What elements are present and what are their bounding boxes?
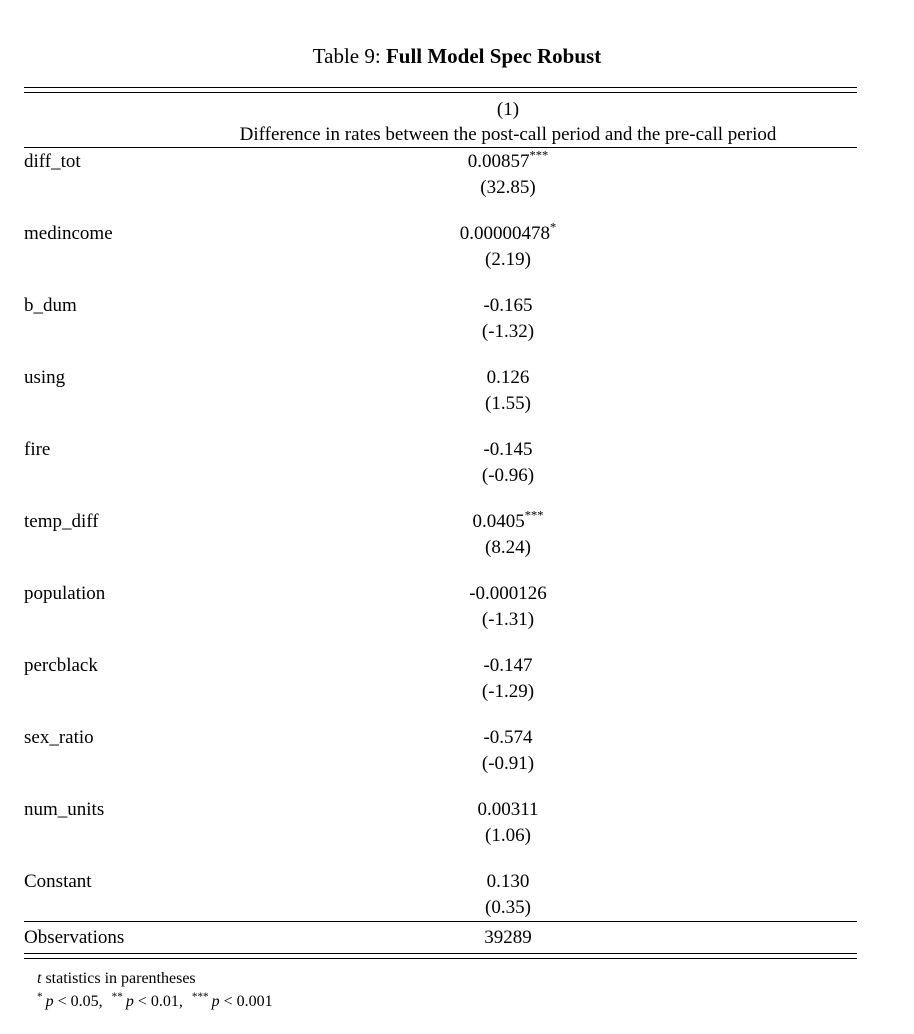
coef-row: fire -0.145 [24,437,857,463]
estimate-value: 0.0405 [472,511,525,532]
table-caption: Table 9: Full Model Spec Robust [0,0,914,68]
coef-row: medincome 0.00000478* [24,221,857,247]
coefficient-cell: -0.574 [159,725,857,751]
coef-row: population -0.000126 [24,581,857,607]
coefficient-cell: 0.126 [159,365,857,391]
coefficient-cell: 0.00311 [159,797,857,823]
tstat-row: (-1.29) [24,679,857,705]
variable-label: b_dum [24,295,77,316]
sig-level: * p < 0.05, [37,990,103,1010]
regression-table: (1) Difference in rates between the post… [24,93,857,953]
tstat-row: (1.06) [24,823,857,849]
estimate-value: 0.00311 [477,799,539,820]
tstat-row: (-1.32) [24,319,857,345]
caption-prefix: Table 9: [312,44,386,68]
variable-label: sex_ratio [24,727,94,748]
variable-label: using [24,367,66,388]
t-statistic: (-0.91) [481,753,535,774]
significance-stars: ** [111,990,123,1003]
estimate-value: -0.165 [483,295,533,316]
coef-row: b_dum -0.165 [24,293,857,319]
sig-level: *** p < 0.001 [191,990,273,1010]
coefficient-cell: 0.130 [159,869,857,895]
p-symbol: p [211,993,220,1010]
tstat-row: (2.19) [24,247,857,273]
coef-row: sex_ratio -0.574 [24,725,857,751]
coefficient-cell: -0.147 [159,653,857,679]
coef-row: using 0.126 [24,365,857,391]
estimate-value: 0.00000478 [459,223,550,244]
t-statistic: (-1.31) [481,609,535,630]
tstat-row: (-1.31) [24,607,857,633]
significance-stars: * [37,990,43,1003]
p-symbol: p [125,993,134,1010]
caption-title: Full Model Spec Robust [385,44,602,68]
significance-stars: *** [529,148,549,163]
variable-label: medincome [24,223,113,244]
tstat-row: (32.85) [24,175,857,201]
coefficient-cell: -0.165 [159,293,857,319]
estimate-value: -0.000126 [469,583,547,604]
variable-label: diff_tot [24,147,159,175]
significance-stars: *** [191,990,209,1003]
tstat-note: t statistics in parentheses [37,970,196,987]
t-statistic: (8.24) [485,537,531,558]
tstat-row: (-0.91) [24,751,857,777]
table-notes: t statistics in parentheses * p < 0.05, **… [37,967,914,1013]
top-double-rule [24,87,857,93]
bottom-double-rule [24,953,857,959]
coef-row: temp_diff 0.0405*** [24,509,857,535]
model-number: (1) [496,99,520,120]
t-statistic: (2.19) [485,249,531,270]
coef-row: percblack -0.147 [24,653,857,679]
variable-label: Constant [24,871,92,892]
significance-note: * p < 0.05, ** p < 0.01, *** p < 0.001 [37,990,914,1013]
estimate-value: 0.00857 [467,151,530,172]
t-symbol: t [37,970,42,987]
coefficient-cell: -0.000126 [159,581,857,607]
estimate-value: -0.574 [483,727,533,748]
observations-label: Observations [24,921,159,953]
coef-row: Constant 0.130 [24,869,857,895]
t-statistic: (-1.32) [481,321,535,342]
t-statistic: (-0.96) [481,465,535,486]
observations-row: Observations 39289 [24,921,857,953]
observations-value: 39289 [159,921,857,953]
coef-row: diff_tot 0.00857*** [24,147,857,175]
coefficient-cell: -0.145 [159,437,857,463]
t-statistic: (32.85) [480,177,536,198]
coef-row: num_units 0.00311 [24,797,857,823]
coefficient-cell: 0.00000478* [159,221,857,247]
variable-label: temp_diff [24,511,99,532]
t-statistic: (-1.29) [481,681,535,702]
t-statistic: (1.06) [485,825,531,846]
estimate-value: -0.145 [483,439,533,460]
t-statistic: (0.35) [485,897,531,918]
significance-stars: *** [524,508,544,523]
variable-label: num_units [24,799,105,820]
model-number-row: (1) [24,93,857,122]
variable-label: fire [24,439,51,460]
dependent-variable-label: Difference in rates between the post-cal… [239,124,777,145]
estimate-value: -0.147 [483,655,533,676]
tstat-row: (1.55) [24,391,857,417]
coefficient-cell: 0.00857*** [159,147,857,175]
variable-label: population [24,583,106,604]
p-symbol: p [45,993,54,1010]
t-statistic: (1.55) [485,393,531,414]
significance-stars: * [549,220,557,235]
tstat-row: (0.35) [24,895,857,922]
estimate-value: 0.126 [486,367,530,388]
estimate-value: 0.130 [486,871,530,892]
coefficient-cell: 0.0405*** [159,509,857,535]
dependent-variable-row: Difference in rates between the post-cal… [24,122,857,148]
variable-label: percblack [24,655,98,676]
tstat-row: (8.24) [24,535,857,561]
tstat-row: (-0.96) [24,463,857,489]
sig-level: ** p < 0.01, [111,990,183,1010]
